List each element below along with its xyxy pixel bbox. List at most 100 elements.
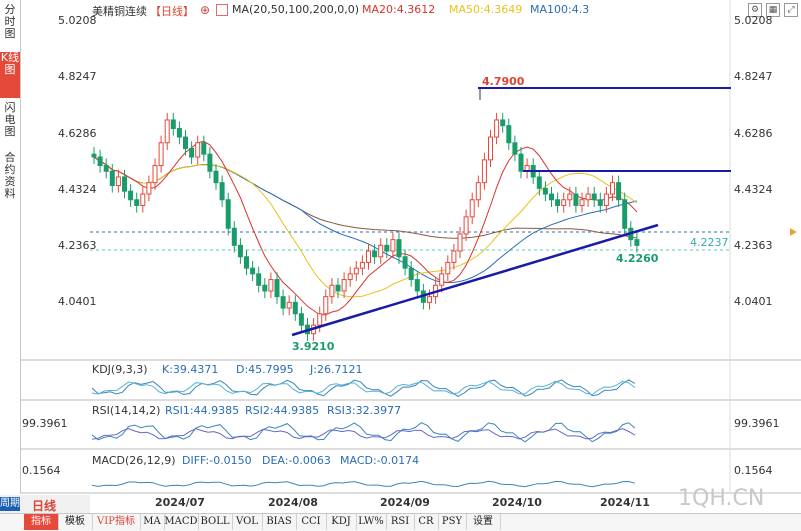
candle-body (195, 142, 201, 158)
candle-body (128, 190, 134, 201)
candle-body (323, 296, 329, 315)
candle-body (213, 170, 219, 184)
candle-body (494, 119, 500, 138)
candle-body (384, 244, 390, 252)
candle-body (97, 156, 103, 167)
sidebar-tab-flash[interactable]: 闪电图 (4, 101, 16, 138)
candle-body (176, 128, 182, 138)
sidebar-tab-timeshare[interactable]: 分时图 (4, 3, 16, 40)
candle-body (91, 153, 97, 158)
price-axis-right-label: 4.6286 (734, 127, 773, 140)
price-axis-left-label: 4.8247 (58, 70, 97, 83)
candle-body (372, 250, 378, 258)
candle-body (250, 267, 256, 275)
indicator-tab[interactable]: VOL (232, 514, 263, 530)
candle-body (280, 296, 286, 309)
candlesticks (91, 112, 640, 341)
candle-body (585, 193, 591, 201)
macd-axis-left: 0.1564 (22, 464, 61, 477)
candle-body (488, 136, 493, 161)
indicator-tab[interactable]: 模板 (58, 514, 93, 530)
candle-body (518, 153, 524, 172)
candle-body (292, 301, 298, 315)
add-icon[interactable]: ⊕ (200, 3, 211, 17)
period-bar: 周期 日线 (0, 495, 90, 513)
candle-body (347, 273, 353, 281)
time-axis-label: 2024/09 (380, 496, 430, 509)
expand-icon[interactable]: ⤢ (784, 3, 798, 17)
candle-body (152, 165, 158, 184)
grid-icon[interactable]: ▦ (766, 3, 780, 17)
candle-body (317, 313, 323, 326)
candle-body (396, 239, 402, 258)
candle-body (506, 125, 512, 144)
candle-body (500, 119, 506, 127)
indicator-tab[interactable]: KDJ (326, 514, 357, 530)
candle-body (567, 193, 573, 201)
trend-line-support[interactable] (291, 223, 659, 337)
indicator-tab[interactable]: BIAS (262, 514, 297, 530)
candle-body (109, 170, 115, 187)
indicator-tab[interactable]: CCI (296, 514, 327, 530)
indicator-tab[interactable]: BOLL (198, 514, 233, 530)
candle-body (561, 199, 567, 206)
indicator-tab[interactable]: MA (140, 514, 165, 530)
indicator-tab[interactable]: VIP指标 (92, 514, 141, 530)
rsi-axis-right: 99.3961 (734, 417, 780, 430)
ma100-value: MA100:4.3 (530, 3, 590, 16)
candle-body (341, 279, 347, 292)
indicator-tab[interactable]: 指标 (24, 514, 59, 530)
rsi-axis-left: 99.3961 (22, 417, 68, 430)
candle-body (451, 250, 457, 263)
instrument-title: 美精铜连续 (92, 5, 147, 18)
candle-body (573, 193, 579, 206)
current-price-tag: 4.2237 (690, 236, 729, 249)
candle-body (237, 244, 243, 258)
indicator-tab[interactable]: PSY (438, 514, 467, 530)
candle-body (475, 182, 481, 201)
kdj-k: K:39.4371 (162, 363, 218, 376)
rsi-lines-secondary (91, 428, 636, 440)
checkbox-icon[interactable] (216, 4, 228, 16)
period-label[interactable]: 【日线】 (150, 5, 194, 18)
indicator-tab[interactable]: MACD (164, 514, 199, 530)
candle-body (298, 313, 304, 326)
kline-chart[interactable]: 5.0208 5.0208 4.8247 4.8247 4.6286 4.6286 4.43… (20, 0, 801, 513)
candle-body (225, 199, 231, 229)
price-axis-left-label: 4.2363 (58, 239, 97, 252)
indicator-tab[interactable]: 设置 (466, 514, 501, 530)
time-axis-label: 2024/07 (155, 496, 205, 509)
indicator-tab[interactable]: LW% (356, 514, 387, 530)
indicator-tab[interactable]: RSI (386, 514, 415, 530)
candle-body (244, 256, 249, 269)
price-axis-right-label: 4.4324 (734, 183, 773, 196)
candle-body (603, 193, 609, 206)
candle-body (170, 119, 176, 130)
sidebar-tab-contract-info[interactable]: 合约资料 (4, 151, 16, 200)
candle-body (622, 199, 628, 229)
candle-body (610, 182, 615, 195)
settings-icon[interactable]: ⚙ (748, 3, 762, 17)
rsi1: RSI1:44.9385 (165, 404, 239, 417)
candle-body (335, 284, 341, 292)
price-axis-right-label: 4.8247 (734, 70, 773, 83)
time-axis-label: 2024/10 (492, 496, 542, 509)
candle-body (390, 239, 396, 252)
candle-body (402, 256, 408, 269)
candle-body (445, 261, 451, 275)
candle-body (207, 153, 213, 172)
low-price-label: 3.9210 (292, 340, 335, 353)
ma50-value: MA50:4.3649 (449, 3, 523, 16)
price-axis-left-label: 5.0208 (58, 14, 97, 27)
price-axis-left-label: 4.0401 (58, 295, 97, 308)
indicator-tab[interactable]: CR (414, 514, 439, 530)
candle-body (378, 244, 384, 258)
macd-value: MACD:-0.0174 (340, 454, 419, 467)
candle-body (262, 284, 268, 292)
candle-body (463, 216, 469, 235)
kdj-d: D:45.7995 (236, 363, 294, 376)
candle-body (555, 199, 561, 206)
candle-body (408, 267, 414, 281)
sidebar-tab-kline[interactable]: K线图 (0, 52, 20, 98)
period-current[interactable]: 日线 (32, 499, 57, 513)
